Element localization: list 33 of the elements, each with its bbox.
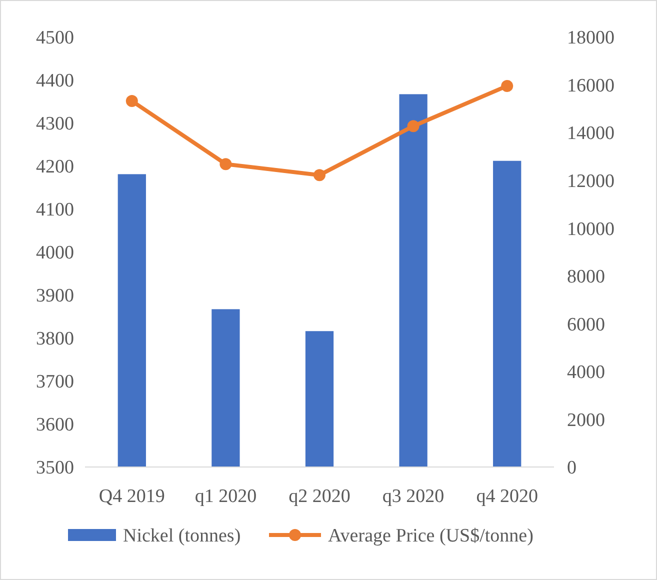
- x-tick-label: Q4 2019: [98, 486, 165, 507]
- y2-tick-label: 0: [567, 458, 576, 479]
- y2-tick-label: 4000: [567, 362, 605, 384]
- point: [501, 80, 514, 92]
- y2-tick-label: 10000: [567, 218, 614, 240]
- y2-tick-label: 12000: [567, 170, 614, 192]
- y-tick-label: 3600: [36, 414, 74, 436]
- legend-label: Nickel (tonnes): [123, 526, 241, 547]
- y2-tick-label: 18000: [567, 28, 614, 49]
- y-tick-label: 3800: [36, 328, 74, 350]
- y-tick-label: 3900: [36, 286, 74, 307]
- y-tick-label: 4300: [36, 114, 74, 135]
- legend-label: Average Price (US$/tonne): [328, 526, 534, 547]
- y-tick-label: 4200: [36, 156, 74, 178]
- x-tick-label: q1 2020: [194, 486, 257, 507]
- y-tick-label: 3500: [36, 458, 74, 479]
- y-tick-label: 4400: [36, 70, 74, 92]
- y-tick-label: 3700: [36, 372, 74, 393]
- x-tick-label: q3 2020: [382, 486, 444, 507]
- point: [126, 95, 138, 108]
- y-tick-label: 4000: [36, 242, 74, 264]
- x-tick-label: q4 2020: [476, 486, 538, 507]
- y2-tick-label: 8000: [567, 266, 605, 288]
- y2-tick-label: 14000: [567, 123, 614, 144]
- point: [220, 158, 232, 170]
- y2-tick-label: 6000: [567, 314, 605, 336]
- y-tick-label: 4100: [36, 200, 74, 221]
- y2-tick-label: 16000: [567, 75, 614, 96]
- y2-tick-label: 2000: [567, 410, 605, 431]
- point: [314, 169, 326, 182]
- point: [407, 120, 420, 132]
- y-tick-label: 4500: [36, 28, 74, 49]
- x-tick-label: q2 2020: [288, 486, 350, 507]
